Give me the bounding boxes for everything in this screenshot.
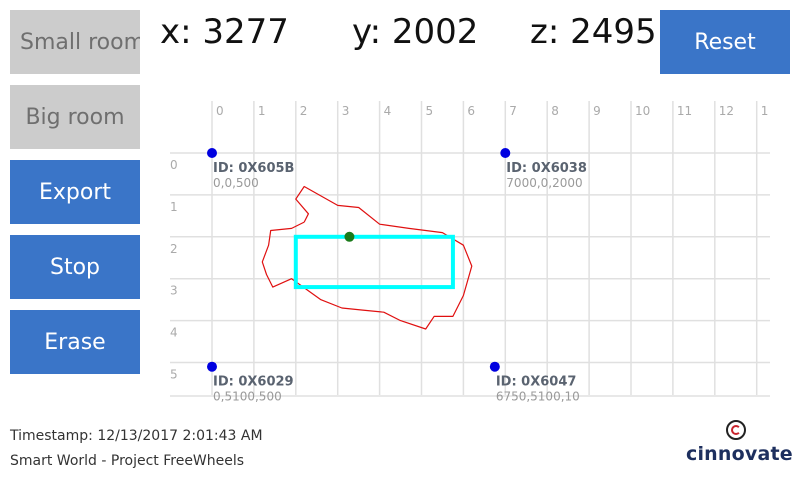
anchor-dot <box>207 148 217 158</box>
erase-button[interactable]: Erase <box>10 310 140 374</box>
anchor-dot <box>207 361 217 372</box>
anchor-dot <box>489 361 500 372</box>
x-coordinate: x: 3277 <box>160 12 289 52</box>
logo-mark-icon <box>726 420 746 440</box>
x-tick-label: 7 <box>509 104 517 118</box>
timestamp: Timestamp: 12/13/2017 2:01:43 AM <box>10 428 263 444</box>
z-coordinate: z: 2495 <box>530 12 657 52</box>
x-tick-label: 5 <box>426 104 434 118</box>
movement-trail <box>261 185 473 330</box>
anchor-coords: 7000,0,2000 <box>506 176 582 190</box>
x-tick-label: 9 <box>593 104 601 118</box>
y-coordinate: y: 2002 <box>352 12 479 52</box>
project-name: Smart World - Project FreeWheels <box>10 453 245 469</box>
stop-button[interactable]: Stop <box>10 235 140 299</box>
reset-button[interactable]: Reset <box>660 10 790 74</box>
anchor-coords: 0,5100,500 <box>213 390 282 404</box>
x-tick-label: 0 <box>216 104 224 118</box>
x-tick-label: 10 <box>635 104 650 118</box>
y-tick-label: 0 <box>170 158 178 172</box>
y-tick-label: 2 <box>170 242 178 256</box>
x-tick-label: 1 <box>761 104 769 118</box>
x-tick-label: 8 <box>551 104 559 118</box>
y-tick-label: 4 <box>170 326 178 340</box>
anchor-id: ID: 0X6038 <box>506 161 587 176</box>
anchor-coords: 6750,5100,10 <box>496 390 580 404</box>
anchor-dot <box>500 148 511 158</box>
x-tick-label: 1 <box>258 104 266 118</box>
logo-text: cinnovate <box>686 443 793 465</box>
room-boundary <box>293 234 455 290</box>
x-tick-label: 3 <box>342 104 350 118</box>
y-tick-label: 3 <box>170 284 178 298</box>
cinnovate-logo: cinnovate <box>686 420 793 468</box>
y-tick-label: 1 <box>170 200 178 214</box>
y-tick-label: 5 <box>170 368 178 382</box>
small-room-button[interactable]: Small room <box>10 10 140 74</box>
big-room-button[interactable]: Big room <box>10 85 140 149</box>
x-tick-label: 6 <box>467 104 475 118</box>
anchor-id: ID: 0X6047 <box>496 375 577 390</box>
anchor-coords: 0,0,500 <box>213 176 259 190</box>
anchor-id: ID: 0X6029 <box>213 375 294 390</box>
x-tick-label: 2 <box>300 104 308 118</box>
x-tick-label: 11 <box>677 104 692 118</box>
current-position-dot <box>344 231 355 242</box>
anchor-id: ID: 0X605B <box>213 161 294 176</box>
x-tick-label: 4 <box>384 104 392 118</box>
export-button[interactable]: Export <box>10 160 140 224</box>
x-tick-label: 12 <box>719 104 734 118</box>
